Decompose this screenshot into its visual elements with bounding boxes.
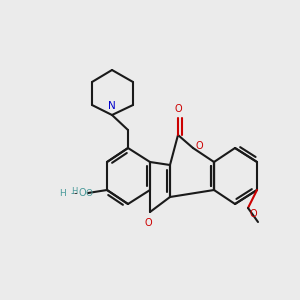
Text: O: O (196, 141, 204, 151)
Text: N: N (108, 101, 116, 111)
Text: O: O (249, 209, 256, 219)
Text: -: - (73, 188, 77, 198)
Text: O: O (144, 218, 152, 228)
Text: -: - (70, 188, 74, 198)
Text: O: O (174, 104, 182, 114)
Text: O: O (86, 188, 93, 197)
Text: H: H (72, 188, 78, 196)
Text: H: H (59, 188, 66, 197)
Text: O: O (78, 188, 86, 198)
